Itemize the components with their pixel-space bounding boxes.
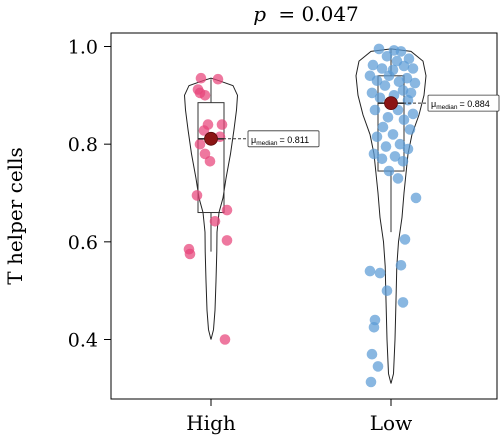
- x-tick-label: High: [186, 411, 236, 435]
- median-label-value: = 0.811: [280, 135, 310, 145]
- data-point: [395, 260, 407, 271]
- data-point: [204, 156, 216, 167]
- data-point: [372, 361, 384, 372]
- data-point: [212, 73, 224, 85]
- data-point: [381, 51, 393, 62]
- data-point: [373, 43, 385, 55]
- y-tick-label: 0.4: [68, 330, 98, 352]
- data-point: [376, 153, 388, 165]
- data-point: [402, 143, 414, 155]
- data-point: [398, 114, 410, 126]
- data-point: [379, 80, 391, 91]
- data-point: [191, 190, 203, 201]
- plot-frame: [110, 32, 498, 400]
- data-point: [374, 92, 386, 104]
- data-point: [199, 90, 211, 101]
- group-high: μmedian = 0.811 High: [183, 72, 320, 435]
- chart-title: p = 0.047: [253, 2, 359, 26]
- data-point: [184, 248, 196, 260]
- violin-outline: [183, 77, 239, 340]
- data-point: [395, 46, 407, 57]
- median-marker: [204, 131, 218, 146]
- data-point: [374, 267, 386, 279]
- median-label-text: μmedian = 0.884: [431, 99, 490, 111]
- median-label-symbol: μ: [251, 135, 256, 145]
- median-label-symbol: μ: [431, 99, 436, 109]
- data-point: [382, 112, 394, 123]
- data-point: [195, 72, 207, 84]
- title-p-symbol: p: [253, 2, 266, 26]
- data-point: [393, 76, 405, 87]
- data-point: [209, 216, 221, 227]
- data-point: [387, 129, 399, 140]
- box-iqr: [197, 102, 225, 214]
- data-point: [399, 234, 411, 245]
- median-label-value: = 0.884: [460, 99, 490, 109]
- data-point: [216, 119, 228, 130]
- y-tick-label: 0.8: [68, 134, 98, 156]
- data-point: [198, 125, 210, 136]
- data-point: [219, 334, 231, 345]
- data-point: [366, 87, 378, 99]
- data-point: [367, 59, 379, 71]
- data-point: [371, 131, 383, 143]
- data-point: [407, 108, 419, 120]
- data-point: [368, 148, 380, 160]
- data-point: [392, 173, 404, 184]
- data-point: [407, 63, 419, 74]
- y-axis: 0.4 0.6 0.8 1.0: [68, 37, 111, 352]
- data-point: [221, 235, 233, 246]
- y-tick-label: 0.6: [68, 232, 98, 254]
- median-label-text: μmedian = 0.811: [251, 135, 309, 147]
- data-point: [381, 285, 393, 297]
- data-point: [397, 85, 409, 96]
- data-point: [404, 124, 416, 135]
- title-p-value: = 0.047: [278, 2, 358, 26]
- data-point: [410, 192, 422, 204]
- median-label-box: [427, 94, 500, 112]
- data-point: [402, 94, 414, 106]
- data-point: [398, 60, 410, 72]
- data-point: [389, 151, 401, 162]
- data-point: [401, 72, 413, 84]
- data-point: [397, 156, 409, 167]
- median-marker: [384, 96, 398, 111]
- y-axis-label: T helper cells: [3, 147, 27, 284]
- data-point: [368, 322, 380, 333]
- data-point: [397, 297, 409, 308]
- data-point: [383, 70, 395, 82]
- data-point: [394, 138, 406, 150]
- x-tick-label: Low: [370, 411, 412, 435]
- data-point: [365, 376, 377, 388]
- data-point: [364, 265, 376, 277]
- data-point: [383, 165, 395, 177]
- data-point: [380, 141, 392, 152]
- data-point: [369, 104, 381, 116]
- data-point: [221, 204, 233, 216]
- median-label-box: [247, 130, 320, 148]
- y-tick-label: 1.0: [68, 37, 98, 59]
- median-label-subscript: median: [256, 140, 278, 147]
- data-point: [371, 75, 383, 86]
- data-point: [409, 77, 421, 89]
- data-point: [194, 138, 206, 150]
- median-label-subscript: median: [436, 104, 458, 111]
- group-low: μmedian = 0.884 Low: [355, 43, 500, 435]
- data-point: [366, 348, 378, 360]
- data-point: [376, 63, 388, 74]
- data-point: [377, 121, 389, 133]
